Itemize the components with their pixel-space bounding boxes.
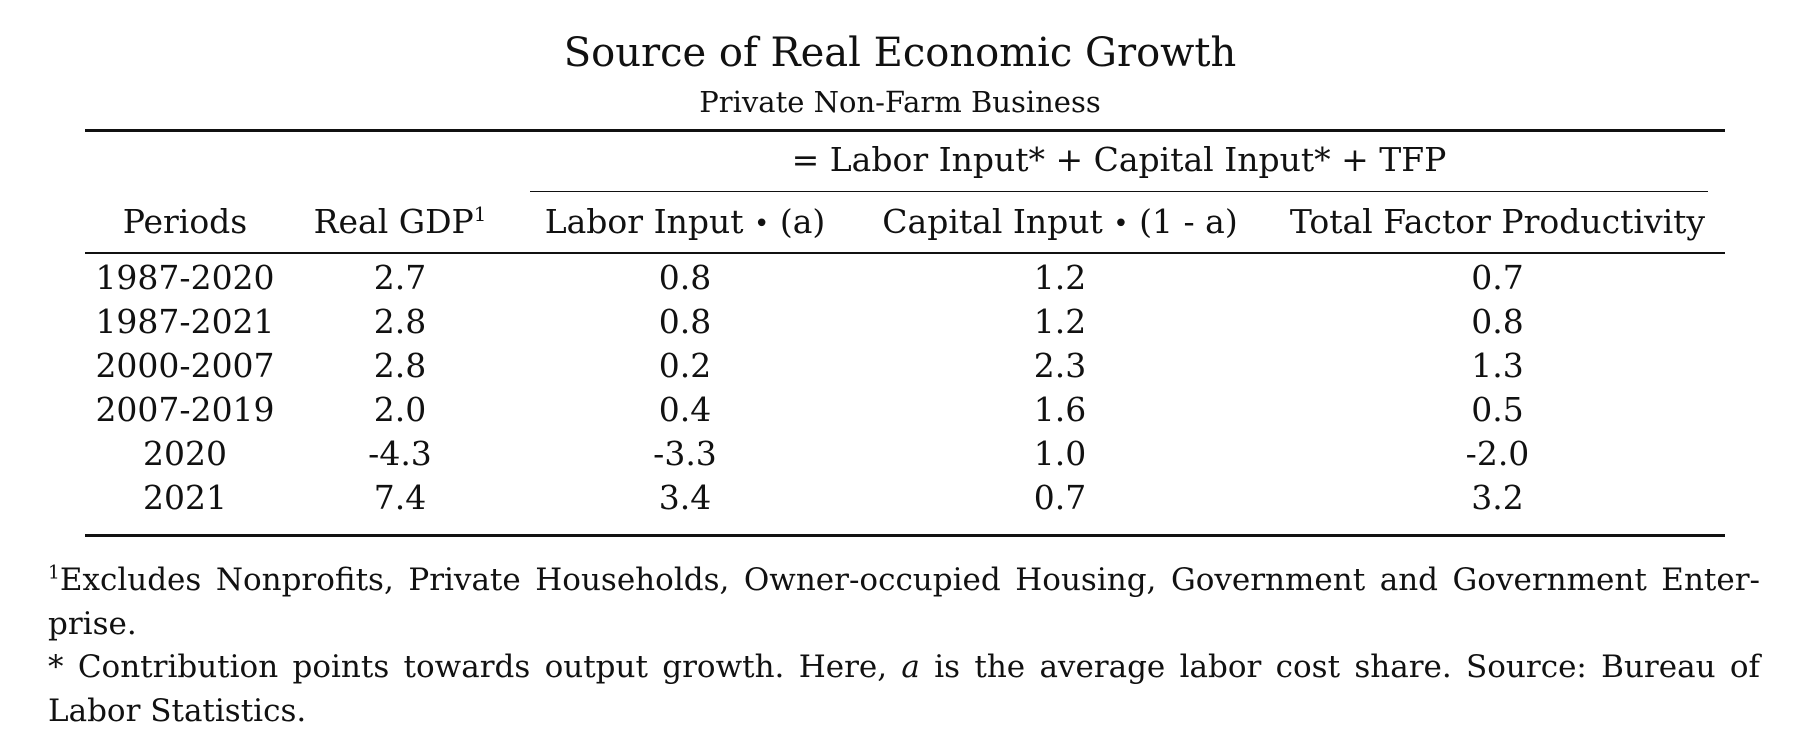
cell-tfp: 0.5 <box>1471 390 1524 429</box>
cell-labor-input: 0.4 <box>658 390 712 429</box>
cell-period: 2020 <box>143 434 227 473</box>
cell-tfp: 0.7 <box>1471 258 1524 297</box>
table-row: 2020 -4.3 -3.3 1.0 -2.0 <box>0 432 1800 476</box>
cell-tfp: -2.0 <box>1465 434 1530 473</box>
cell-labor-input: 0.8 <box>658 302 712 341</box>
header-real-gdp-label: Real GDP <box>313 202 474 241</box>
cell-real-gdp: 2.8 <box>373 302 427 341</box>
header-tfp-label: Total Factor Productivity <box>1289 202 1706 241</box>
footnote-1: 1Excludes Nonprofits, Private Households… <box>48 558 1760 646</box>
table-row: 2021 7.4 3.4 0.7 3.2 <box>0 476 1800 520</box>
header-real-gdp: Real GDP1 <box>290 199 510 245</box>
cell-capital-input: 1.0 <box>1033 434 1087 473</box>
bullet-icon: • <box>754 209 770 239</box>
footnote-2: * Contribution points towards output gro… <box>48 645 1760 733</box>
cell-labor-input: 3.4 <box>658 478 712 517</box>
cell-period: 1987-2020 <box>95 258 275 297</box>
cell-tfp: 3.2 <box>1471 478 1524 517</box>
cell-period: 1987-2021 <box>95 302 275 341</box>
decomposition-header: = Labor Input* + Capital Input* + TFP <box>791 140 1447 179</box>
capital-share-factor: (1 - a) <box>1139 202 1238 241</box>
cell-period: 2007-2019 <box>95 390 275 429</box>
cell-labor-input: 0.2 <box>658 346 712 385</box>
header-rule <box>85 252 1725 254</box>
cell-tfp: 0.8 <box>1471 302 1524 341</box>
footnote-2-symbol: a <box>901 649 920 685</box>
labor-share-factor: (a) <box>779 202 826 241</box>
cell-real-gdp: 2.8 <box>373 346 427 385</box>
cell-period: 2021 <box>143 478 227 517</box>
cell-real-gdp: 7.4 <box>373 478 427 517</box>
cell-tfp: 1.3 <box>1471 346 1524 385</box>
header-labor-input-label: Labor Input <box>544 202 744 241</box>
cell-capital-input: 1.2 <box>1033 302 1087 341</box>
table-row: 1987-2021 2.8 0.8 1.2 0.8 <box>0 300 1800 344</box>
page-title: Source of Real Economic Growth <box>563 30 1237 76</box>
bullet-icon: • <box>1113 209 1129 239</box>
header-tfp: Total Factor Productivity <box>1270 199 1725 245</box>
page-subtitle: Private Non-Farm Business <box>699 85 1101 119</box>
cell-capital-input: 2.3 <box>1033 346 1087 385</box>
header-periods-label: Periods <box>122 202 248 241</box>
table-bottom-rule <box>85 534 1725 537</box>
footnote-2-text-start: * Contribution points towards output gro… <box>48 649 902 685</box>
cell-period: 2000-2007 <box>95 346 275 385</box>
cell-real-gdp: 2.0 <box>373 390 427 429</box>
footnote-1-text: Excludes Nonprofits, Private Households,… <box>48 562 1760 642</box>
cell-capital-input: 0.7 <box>1033 478 1087 517</box>
cell-real-gdp: 2.7 <box>373 258 427 297</box>
cell-real-gdp: -4.3 <box>368 434 432 473</box>
decomposition-underline <box>530 191 1708 192</box>
footnote-2-text-end: is the average labor cost share. Source:… <box>48 649 1760 729</box>
cell-labor-input: 0.8 <box>658 258 712 297</box>
header-periods: Periods <box>85 199 285 245</box>
table-row: 2000-2007 2.8 0.2 2.3 1.3 <box>0 344 1800 388</box>
table-top-rule <box>85 129 1725 132</box>
header-capital-input-label: Capital Input <box>882 202 1103 241</box>
header-labor-input: Labor Input • (a) <box>520 199 850 247</box>
header-capital-input: Capital Input • (1 - a) <box>860 199 1260 247</box>
table-row: 1987-2020 2.7 0.8 1.2 0.7 <box>0 256 1800 300</box>
table-row: 2007-2019 2.0 0.4 1.6 0.5 <box>0 388 1800 432</box>
cell-capital-input: 1.6 <box>1033 390 1087 429</box>
cell-labor-input: -3.3 <box>653 434 717 473</box>
footnote-mark: 1 <box>48 562 60 584</box>
cell-capital-input: 1.2 <box>1033 258 1087 297</box>
footnote-mark: 1 <box>473 203 487 226</box>
